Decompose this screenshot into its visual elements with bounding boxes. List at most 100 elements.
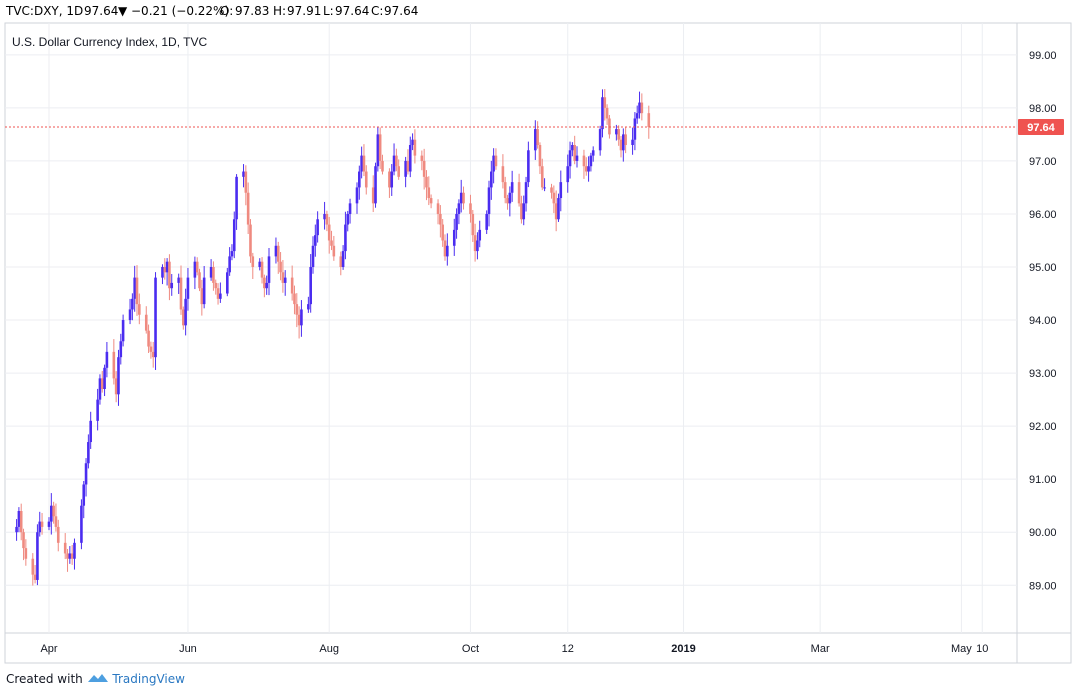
candle[interactable] bbox=[131, 293, 134, 321]
candle[interactable] bbox=[427, 176, 431, 206]
candle[interactable] bbox=[290, 265, 294, 301]
candle[interactable] bbox=[202, 266, 206, 309]
candle[interactable] bbox=[390, 164, 394, 196]
candle[interactable] bbox=[358, 165, 361, 200]
candle[interactable] bbox=[622, 128, 625, 162]
candle[interactable] bbox=[476, 232, 479, 260]
candle[interactable] bbox=[503, 176, 507, 204]
candle[interactable] bbox=[469, 194, 472, 223]
candle[interactable] bbox=[31, 553, 35, 586]
candle[interactable] bbox=[87, 434, 90, 469]
candle[interactable] bbox=[154, 272, 157, 370]
candle[interactable] bbox=[339, 251, 343, 276]
candle[interactable] bbox=[420, 150, 424, 171]
candle[interactable] bbox=[633, 112, 637, 151]
candle[interactable] bbox=[439, 205, 442, 238]
candle[interactable] bbox=[411, 133, 414, 151]
candle[interactable] bbox=[119, 333, 123, 365]
candle[interactable] bbox=[283, 270, 287, 296]
candle[interactable] bbox=[473, 223, 477, 262]
candle[interactable] bbox=[295, 293, 299, 328]
candle[interactable] bbox=[520, 195, 523, 224]
candle[interactable] bbox=[584, 157, 588, 176]
candle[interactable] bbox=[392, 143, 396, 176]
candle[interactable] bbox=[80, 499, 83, 550]
candle[interactable] bbox=[552, 185, 556, 214]
candle[interactable] bbox=[550, 183, 553, 199]
candle[interactable] bbox=[635, 105, 639, 124]
candle[interactable] bbox=[559, 170, 563, 212]
candle[interactable] bbox=[311, 236, 315, 274]
candle[interactable] bbox=[96, 388, 99, 431]
candle[interactable] bbox=[617, 125, 620, 146]
candle[interactable] bbox=[589, 152, 593, 172]
candle[interactable] bbox=[527, 141, 530, 188]
candle[interactable] bbox=[446, 233, 449, 266]
candle[interactable] bbox=[538, 142, 542, 175]
candle[interactable] bbox=[413, 129, 417, 164]
candle[interactable] bbox=[84, 458, 88, 497]
candle[interactable] bbox=[508, 186, 512, 217]
candle[interactable] bbox=[557, 193, 560, 222]
candle[interactable] bbox=[66, 548, 69, 572]
candle[interactable] bbox=[219, 282, 222, 303]
candle[interactable] bbox=[184, 288, 187, 336]
candle[interactable] bbox=[362, 144, 366, 177]
candle[interactable] bbox=[568, 141, 572, 179]
candle[interactable] bbox=[249, 219, 252, 263]
candle[interactable] bbox=[341, 245, 345, 270]
candle[interactable] bbox=[121, 314, 125, 347]
candle[interactable] bbox=[100, 370, 104, 393]
candle[interactable] bbox=[485, 210, 488, 235]
candle[interactable] bbox=[73, 538, 76, 570]
candle[interactable] bbox=[573, 135, 576, 165]
candle[interactable] bbox=[22, 528, 25, 561]
candle[interactable] bbox=[316, 211, 319, 243]
candle[interactable] bbox=[195, 257, 199, 276]
candle[interactable] bbox=[408, 136, 412, 178]
candle[interactable] bbox=[388, 168, 391, 198]
candle[interactable] bbox=[246, 182, 250, 234]
candle[interactable] bbox=[182, 306, 185, 330]
candle[interactable] bbox=[170, 274, 174, 296]
candle[interactable] bbox=[330, 230, 333, 251]
candle[interactable] bbox=[374, 162, 377, 208]
candle[interactable] bbox=[591, 146, 595, 162]
candle[interactable] bbox=[179, 265, 183, 315]
candle[interactable] bbox=[117, 349, 120, 406]
candle[interactable] bbox=[314, 224, 317, 257]
candle[interactable] bbox=[640, 93, 644, 121]
candle[interactable] bbox=[603, 89, 607, 121]
candle[interactable] bbox=[462, 186, 465, 210]
candle[interactable] bbox=[212, 261, 215, 291]
candle[interactable] bbox=[263, 274, 266, 298]
candle[interactable] bbox=[279, 252, 282, 281]
candle[interactable] bbox=[24, 539, 28, 566]
candle[interactable] bbox=[487, 180, 491, 227]
candle[interactable] bbox=[575, 146, 579, 168]
candle[interactable] bbox=[228, 247, 231, 276]
candle[interactable] bbox=[19, 503, 23, 541]
candle[interactable] bbox=[198, 268, 201, 292]
candle[interactable] bbox=[327, 216, 331, 254]
candle[interactable] bbox=[325, 210, 329, 232]
candle[interactable] bbox=[15, 519, 18, 541]
candle[interactable] bbox=[40, 513, 44, 535]
candle[interactable] bbox=[105, 341, 109, 378]
candle[interactable] bbox=[406, 149, 410, 175]
candle[interactable] bbox=[554, 190, 558, 232]
candle[interactable] bbox=[457, 199, 461, 225]
candle[interactable] bbox=[492, 148, 495, 184]
candle[interactable] bbox=[103, 364, 106, 397]
candle[interactable] bbox=[54, 503, 58, 532]
candle[interactable] bbox=[200, 279, 204, 316]
candle[interactable] bbox=[441, 218, 444, 247]
candle[interactable] bbox=[455, 208, 458, 239]
candle[interactable] bbox=[647, 105, 651, 139]
candle[interactable] bbox=[297, 306, 301, 339]
candle[interactable] bbox=[260, 257, 264, 284]
candle[interactable] bbox=[114, 371, 118, 403]
candle[interactable] bbox=[436, 199, 440, 225]
candle[interactable] bbox=[281, 260, 285, 293]
